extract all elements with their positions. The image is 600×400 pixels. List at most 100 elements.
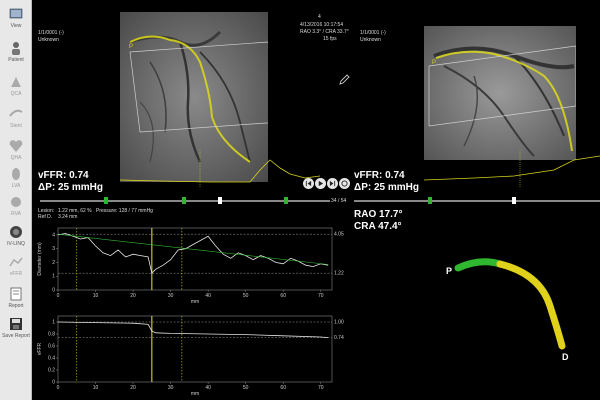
sidebar-item-vffr[interactable]: vFFR	[0, 252, 32, 282]
skip-back-icon	[305, 180, 312, 187]
x-tick-label: 40	[205, 293, 211, 299]
sidebar-item-label: Stent	[10, 123, 22, 129]
data-series-line	[57, 233, 329, 275]
reference-value-label: 0.74	[334, 335, 344, 341]
y-tick-label: 0.6	[48, 344, 55, 350]
left-pressure-drop: ΔP: 25 mmHg	[38, 182, 103, 193]
save-report-icon	[10, 318, 22, 330]
ref-diameter-label: Ref D.	[38, 214, 53, 220]
x-tick-label: 60	[280, 385, 286, 391]
qca-icon	[11, 77, 21, 87]
y-tick-label: 0.4	[48, 356, 55, 362]
timeline-marker-green[interactable]	[284, 197, 288, 204]
stent-icon	[9, 109, 23, 117]
patient-icon	[12, 42, 20, 55]
skip-forward-icon	[329, 180, 336, 187]
sidebar-item-view[interactable]: View	[0, 4, 32, 34]
sidebar-item-label: IV-LINQ	[7, 241, 25, 247]
sidebar-item-label: View	[10, 23, 22, 29]
frame-timeline[interactable]	[40, 197, 330, 204]
left-angles: RAO 3.3° / CRA 33.7°	[300, 29, 349, 35]
ivlinq-icon	[10, 226, 22, 238]
x-tick-label: 10	[93, 385, 99, 391]
previous-frame-button[interactable]	[303, 178, 314, 189]
left-vffr-value: vFFR: 0.74	[38, 170, 89, 181]
x-tick-label: 20	[130, 385, 136, 391]
sidebar-item-stent[interactable]: Stent	[0, 104, 32, 134]
x-tick-label: 30	[168, 385, 174, 391]
timeline-marker-current[interactable]	[218, 197, 222, 204]
x-tick-label: 40	[205, 385, 211, 391]
y-tick-label: 0	[52, 288, 55, 294]
vessel-label-proximal: P	[446, 266, 452, 276]
left-series-label: 1/1/0001 (-)	[38, 30, 64, 36]
sidebar-item-qca[interactable]: QCA	[0, 72, 32, 102]
x-axis-label: mm	[191, 299, 199, 304]
y-tick-label: 1	[52, 274, 55, 280]
pencil-icon[interactable]	[338, 74, 350, 86]
right-rao-angle: RAO 17.7°	[354, 209, 403, 220]
sync-icon	[341, 180, 348, 187]
sidebar-item-lva[interactable]: LVA	[0, 164, 32, 194]
lesion-value: 1.22 mm, 62 %	[58, 208, 92, 214]
sidebar-item-label: Save Report	[2, 333, 30, 339]
plot-frame	[57, 227, 333, 291]
diameter-graph[interactable]: 0 10 20 30 40 50 60 70 mm 0 1 2 3 4 Diameter (mm) 4.05 1…	[36, 222, 352, 304]
x-tick-label: 70	[318, 385, 324, 391]
x-tick-label: 0	[57, 385, 60, 391]
y-tick-label: 4	[52, 232, 55, 238]
heart-icon	[9, 140, 23, 152]
sidebar-item-label: Patient	[8, 57, 24, 63]
play-button[interactable]	[315, 178, 326, 189]
ventricle-icon	[12, 168, 20, 180]
y-tick-label: 0.8	[48, 332, 55, 338]
reference-value-label: 4.05	[334, 232, 344, 238]
timeline-marker-green[interactable]	[182, 197, 186, 204]
vffr-graph[interactable]: 0 10 20 30 40 50 60 70 mm 0 0.2 0.4 0.6 0.8 1 vFFR 1.00 0…	[36, 310, 352, 396]
y-tick-label: 1	[52, 320, 55, 326]
frame-index: 4	[318, 14, 321, 20]
sidebar-item-label: LVA	[11, 183, 21, 189]
angiogram-left-drawing: P	[120, 12, 268, 182]
sidebar-item-qha[interactable]: QHA	[0, 136, 32, 166]
data-series-line	[57, 321, 329, 338]
right-profile-curve	[424, 150, 600, 188]
report-icon	[10, 287, 22, 301]
x-tick-label: 50	[243, 293, 249, 299]
vffr-icon	[9, 257, 23, 267]
sidebar-item-label: RVA	[11, 211, 21, 217]
sidebar-item-iv-linq[interactable]: IV-LINQ	[0, 222, 32, 252]
vessel-3d-model[interactable]: P D	[440, 246, 590, 366]
sidebar-item-label: QHA	[10, 155, 22, 161]
sidebar-item-report[interactable]: Report	[0, 284, 32, 314]
acquisition-datetime: 4/13/2016 10:17:54	[300, 22, 344, 28]
sidebar-item-rva[interactable]: RVA	[0, 192, 32, 222]
x-tick-label: 10	[93, 293, 99, 299]
y-axis-label: vFFR	[37, 343, 43, 356]
pressure-value: Pressure: 128 / 77 mmHg	[96, 208, 153, 214]
angiogram-left-image[interactable]: P	[120, 12, 268, 182]
sidebar-item-save-report[interactable]: Save Report	[0, 314, 32, 344]
frame-timeline-right[interactable]	[354, 197, 600, 204]
left-profile-curve	[120, 150, 320, 188]
left-patient-label: Unknown	[38, 37, 59, 43]
sync-button[interactable]	[339, 178, 350, 189]
y-tick-label: 0	[52, 380, 55, 386]
sidebar-item-label: QCA	[10, 91, 22, 97]
x-tick-label: 70	[318, 293, 324, 299]
sidebar-item-label: Report	[8, 303, 24, 309]
timeline-marker-current[interactable]	[512, 197, 516, 204]
x-axis-label: mm	[191, 391, 199, 396]
frame-rate: 15 fps	[323, 36, 337, 42]
lesion-label: Lesion:	[38, 208, 55, 214]
x-tick-label: 20	[130, 293, 136, 299]
next-frame-button[interactable]	[327, 178, 338, 189]
reference-value-label: 1.22	[334, 271, 344, 277]
timeline-marker-green[interactable]	[428, 197, 432, 204]
eye-icon	[9, 8, 23, 19]
angiogram-right-image[interactable]: P	[424, 26, 576, 160]
sidebar-item-patient[interactable]: Patient	[0, 38, 32, 68]
timeline-marker-green[interactable]	[104, 197, 108, 204]
x-tick-label: 50	[243, 385, 249, 391]
